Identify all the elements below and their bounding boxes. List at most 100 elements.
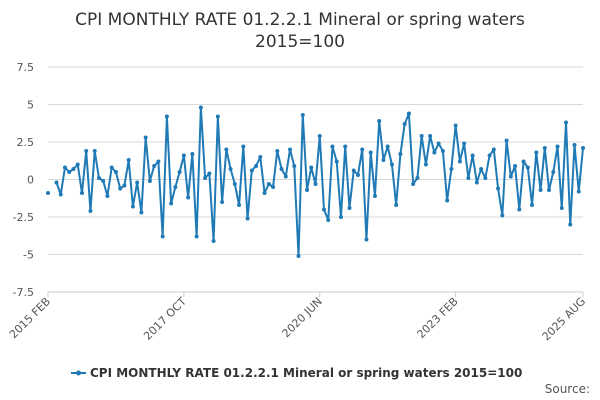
data-point[interactable] (58, 192, 63, 197)
data-point[interactable] (474, 180, 479, 185)
data-point[interactable] (75, 162, 80, 167)
data-point[interactable] (453, 123, 458, 128)
data-point[interactable] (113, 170, 118, 174)
data-point[interactable] (126, 158, 131, 162)
data-point[interactable] (377, 119, 382, 123)
data-point[interactable] (347, 206, 352, 210)
data-point[interactable] (228, 167, 233, 171)
data-point[interactable] (118, 186, 123, 191)
data-point[interactable] (71, 167, 76, 171)
data-point[interactable] (317, 134, 322, 138)
data-point[interactable] (534, 150, 539, 155)
data-point[interactable] (67, 170, 72, 174)
data-point[interactable] (164, 114, 169, 119)
data-point[interactable] (96, 176, 101, 180)
data-point[interactable] (445, 198, 450, 203)
data-point[interactable] (313, 182, 318, 186)
data-point[interactable] (334, 159, 339, 164)
data-point[interactable] (559, 206, 564, 210)
data-point[interactable] (173, 185, 178, 189)
data-point[interactable] (466, 176, 471, 180)
data-point[interactable] (262, 191, 267, 195)
data-point[interactable] (360, 147, 365, 152)
data-point[interactable] (147, 179, 152, 183)
data-point[interactable] (406, 111, 411, 116)
data-point[interactable] (292, 164, 297, 168)
data-point[interactable] (330, 144, 335, 149)
data-point[interactable] (296, 254, 301, 258)
data-point[interactable] (220, 200, 225, 204)
data-point[interactable] (122, 183, 127, 188)
data-point[interactable] (271, 185, 276, 189)
data-point[interactable] (279, 167, 284, 171)
data-point[interactable] (232, 182, 237, 186)
data-point[interactable] (402, 122, 407, 126)
data-point[interactable] (551, 170, 556, 174)
data-point[interactable] (169, 201, 174, 206)
data-point[interactable] (135, 180, 140, 185)
data-point[interactable] (186, 195, 191, 200)
data-point[interactable] (423, 162, 428, 167)
data-point[interactable] (211, 239, 216, 243)
data-point[interactable] (419, 134, 424, 138)
data-point[interactable] (449, 167, 454, 171)
data-point[interactable] (326, 218, 331, 222)
data-point[interactable] (517, 207, 522, 212)
data-point[interactable] (224, 147, 229, 152)
data-point[interactable] (203, 176, 208, 180)
data-point[interactable] (152, 164, 157, 168)
data-point[interactable] (555, 144, 560, 149)
data-point[interactable] (351, 168, 356, 173)
data-point[interactable] (542, 146, 547, 150)
data-point[interactable] (398, 152, 403, 156)
data-point[interactable] (266, 182, 271, 186)
data-point[interactable] (496, 186, 501, 191)
data-point[interactable] (177, 170, 182, 174)
data-point[interactable] (436, 141, 441, 146)
data-point[interactable] (504, 138, 509, 143)
data-point[interactable] (309, 165, 314, 170)
data-point[interactable] (254, 164, 259, 168)
data-point[interactable] (181, 153, 186, 158)
legend[interactable]: CPI MONTHLY RATE 01.2.2.1 Mineral or spr… (71, 366, 522, 380)
data-point[interactable] (62, 165, 67, 170)
data-point[interactable] (385, 144, 390, 149)
data-point[interactable] (576, 189, 581, 194)
data-point[interactable] (372, 194, 377, 198)
data-point[interactable] (525, 165, 530, 170)
data-point[interactable] (572, 143, 577, 147)
data-point[interactable] (381, 158, 386, 162)
data-point[interactable] (530, 203, 535, 207)
data-point[interactable] (92, 149, 97, 153)
data-point[interactable] (84, 149, 89, 153)
data-point[interactable] (241, 144, 246, 149)
data-point[interactable] (428, 134, 433, 138)
data-point[interactable] (88, 209, 93, 213)
data-point[interactable] (415, 176, 420, 180)
data-point[interactable] (190, 152, 195, 156)
data-point[interactable] (46, 191, 50, 195)
data-point[interactable] (237, 203, 242, 207)
data-point[interactable] (258, 155, 263, 159)
data-point[interactable] (101, 179, 106, 183)
data-point[interactable] (394, 203, 399, 207)
data-point[interactable] (275, 149, 280, 153)
data-point[interactable] (283, 174, 288, 179)
data-point[interactable] (79, 191, 84, 195)
data-point[interactable] (521, 159, 526, 164)
data-point[interactable] (508, 174, 513, 179)
data-point[interactable] (411, 182, 416, 186)
data-point[interactable] (338, 215, 343, 219)
data-point[interactable] (355, 173, 360, 177)
data-point[interactable] (564, 120, 569, 125)
data-point[interactable] (462, 141, 467, 146)
data-point[interactable] (547, 188, 552, 192)
data-point[interactable] (483, 176, 488, 180)
data-point[interactable] (389, 162, 394, 167)
data-point[interactable] (109, 165, 114, 170)
data-point[interactable] (54, 180, 59, 185)
data-point[interactable] (245, 216, 250, 221)
data-point[interactable] (300, 113, 305, 117)
data-point[interactable] (198, 105, 203, 110)
data-point[interactable] (343, 144, 348, 149)
